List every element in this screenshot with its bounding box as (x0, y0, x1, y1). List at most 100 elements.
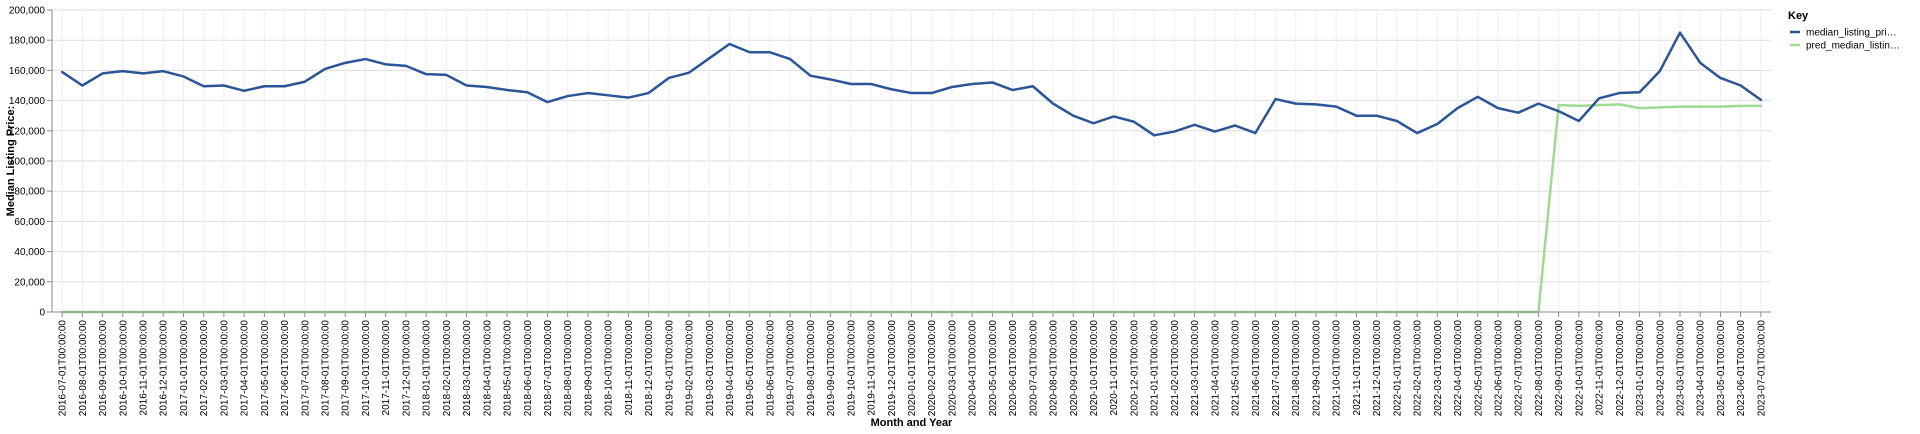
y-tick-label: 160,000 (9, 66, 46, 77)
x-tick-label: 2017-08-01T00:00:00 (321, 320, 332, 417)
x-tick-label: 2017-09-01T00:00:00 (341, 320, 352, 417)
x-tick-label: 2021-07-01T00:00:00 (1271, 320, 1282, 417)
x-tick-label: 2022-11-01T00:00:00 (1595, 320, 1606, 416)
y-tick-label: 20,000 (14, 277, 45, 288)
legend: Key median_listing_pri… pred_median_listi… (1788, 10, 1900, 52)
x-tick-label: 2020-10-01T00:00:00 (1089, 320, 1100, 417)
x-tick-label: 2019-09-01T00:00:00 (826, 320, 837, 417)
x-tick-label: 2021-10-01T00:00:00 (1332, 320, 1343, 417)
x-tick-label: 2016-07-01T00:00:00 (58, 320, 69, 417)
x-tick-label: 2021-08-01T00:00:00 (1291, 320, 1302, 417)
x-tick-label: 2017-01-01T00:00:00 (179, 320, 190, 417)
x-tick-label: 2020-12-01T00:00:00 (1129, 320, 1140, 417)
x-tick-label: 2019-03-01T00:00:00 (705, 320, 716, 417)
x-tick-label: 2019-11-01T00:00:00 (867, 320, 878, 416)
x-tick-label: 2019-10-01T00:00:00 (846, 320, 857, 417)
x-tick-label: 2016-11-01T00:00:00 (139, 320, 150, 416)
x-tick-label: 2018-07-01T00:00:00 (543, 320, 554, 417)
x-tick-label: 2020-08-01T00:00:00 (1049, 320, 1060, 417)
legend-label: pred_median_listin… (1806, 41, 1900, 52)
x-tick-label: 2018-06-01T00:00:00 (523, 320, 534, 417)
x-tick-label: 2023-04-01T00:00:00 (1696, 320, 1707, 417)
y-tick-label: 0 (39, 308, 45, 319)
legend-label: median_listing_pri… (1806, 28, 1897, 39)
x-tick-label: 2021-04-01T00:00:00 (1210, 320, 1221, 417)
x-tick-label: 2019-12-01T00:00:00 (887, 320, 898, 417)
x-tick-label: 2017-11-01T00:00:00 (381, 320, 392, 416)
x-tick-label: 2019-08-01T00:00:00 (806, 320, 817, 417)
x-tick-label: 2017-12-01T00:00:00 (401, 320, 412, 417)
x-tick-label: 2019-06-01T00:00:00 (765, 320, 776, 417)
x-tick-label: 2021-01-01T00:00:00 (1150, 320, 1161, 417)
x-tick-label: 2022-09-01T00:00:00 (1554, 320, 1565, 417)
y-tick-label: 100,000 (9, 157, 46, 168)
x-tick-label: 2018-09-01T00:00:00 (583, 320, 594, 417)
legend-title: Key (1788, 10, 1809, 22)
x-tick-label: 2019-01-01T00:00:00 (664, 320, 675, 417)
x-tick-label: 2022-05-01T00:00:00 (1473, 320, 1484, 417)
x-tick-label: 2022-08-01T00:00:00 (1534, 320, 1545, 417)
x-tick-label: 2018-12-01T00:00:00 (644, 320, 655, 417)
x-tick-label: 2020-06-01T00:00:00 (1008, 320, 1019, 417)
x-tick-label: 2020-05-01T00:00:00 (988, 320, 999, 417)
x-tick-label: 2018-01-01T00:00:00 (422, 320, 433, 417)
x-axis-title: Month and Year (871, 417, 953, 429)
x-tick-label: 2018-11-01T00:00:00 (624, 320, 635, 416)
y-tick-label: 140,000 (9, 96, 46, 107)
x-tick-label: 2018-03-01T00:00:00 (462, 320, 473, 417)
x-tick-label: 2018-04-01T00:00:00 (482, 320, 493, 417)
x-tick-label: 2022-04-01T00:00:00 (1453, 320, 1464, 417)
x-tick-label: 2023-05-01T00:00:00 (1716, 320, 1727, 417)
x-tick-label: 2017-04-01T00:00:00 (240, 320, 251, 417)
x-tick-label: 2020-03-01T00:00:00 (947, 320, 958, 417)
x-tick-label: 2021-09-01T00:00:00 (1311, 320, 1322, 417)
x-tick-label: 2023-01-01T00:00:00 (1635, 320, 1646, 417)
x-tick-label: 2019-04-01T00:00:00 (725, 320, 736, 417)
x-tick-label: 2019-02-01T00:00:00 (685, 320, 696, 417)
x-tick-label: 2021-06-01T00:00:00 (1251, 320, 1262, 417)
x-tick-label: 2016-12-01T00:00:00 (159, 320, 170, 417)
x-tick-label: 2016-09-01T00:00:00 (98, 320, 109, 417)
x-tick-label: 2019-05-01T00:00:00 (745, 320, 756, 417)
x-tick-label: 2020-02-01T00:00:00 (927, 320, 938, 417)
y-tick-label: 80,000 (14, 187, 45, 198)
x-tick-label: 2018-08-01T00:00:00 (563, 320, 574, 417)
x-tick-label: 2018-05-01T00:00:00 (503, 320, 514, 417)
x-tick-label: 2020-09-01T00:00:00 (1069, 320, 1080, 417)
x-tick-label: 2023-07-01T00:00:00 (1756, 320, 1767, 417)
x-tick-label: 2020-04-01T00:00:00 (968, 320, 979, 417)
x-tick-label: 2016-08-01T00:00:00 (78, 320, 89, 417)
x-tick-label: 2021-05-01T00:00:00 (1231, 320, 1242, 417)
x-axis-ticks: 2016-07-01T00:00:00 2016-08-01T00:00:00 20… (58, 312, 1767, 417)
series-line-median-listing-price (60, 31, 1763, 137)
x-tick-label: 2022-07-01T00:00:00 (1514, 320, 1525, 417)
x-tick-label: 2022-12-01T00:00:00 (1615, 320, 1626, 417)
x-tick-label: 2017-03-01T00:00:00 (219, 320, 230, 417)
x-tick-label: 2018-10-01T00:00:00 (604, 320, 615, 417)
x-tick-label: 2017-02-01T00:00:00 (199, 320, 210, 417)
x-tick-label: 2020-01-01T00:00:00 (907, 320, 918, 417)
x-tick-label: 2021-03-01T00:00:00 (1190, 320, 1201, 417)
x-tick-label: 2022-06-01T00:00:00 (1493, 320, 1504, 417)
x-tick-label: 2017-10-01T00:00:00 (361, 320, 372, 417)
x-tick-label: 2022-03-01T00:00:00 (1433, 320, 1444, 417)
x-tick-label: 2023-02-01T00:00:00 (1655, 320, 1666, 417)
x-tick-label: 2021-11-01T00:00:00 (1352, 320, 1363, 416)
y-tick-label: 120,000 (9, 126, 46, 137)
x-tick-label: 2017-07-01T00:00:00 (300, 320, 311, 417)
y-tick-label: 180,000 (9, 36, 46, 47)
x-tick-label: 2020-11-01T00:00:00 (1109, 320, 1120, 416)
x-tick-label: 2022-02-01T00:00:00 (1413, 320, 1424, 417)
x-tick-label: 2020-07-01T00:00:00 (1028, 320, 1039, 417)
x-tick-label: 2019-07-01T00:00:00 (786, 320, 797, 417)
x-tick-label: 2022-10-01T00:00:00 (1574, 320, 1585, 417)
y-tick-label: 200,000 (9, 6, 46, 17)
x-tick-label: 2023-06-01T00:00:00 (1736, 320, 1747, 417)
y-axis-ticks: 0 20,000 40,000 60,000 80,000 100,000 120,000 1… (9, 6, 52, 319)
x-tick-label: 2017-06-01T00:00:00 (280, 320, 291, 417)
y-tick-label: 60,000 (14, 217, 45, 228)
x-tick-label: 2023-03-01T00:00:00 (1675, 320, 1686, 417)
x-tick-label: 2021-02-01T00:00:00 (1170, 320, 1181, 417)
x-tick-label: 2017-05-01T00:00:00 (260, 320, 271, 417)
